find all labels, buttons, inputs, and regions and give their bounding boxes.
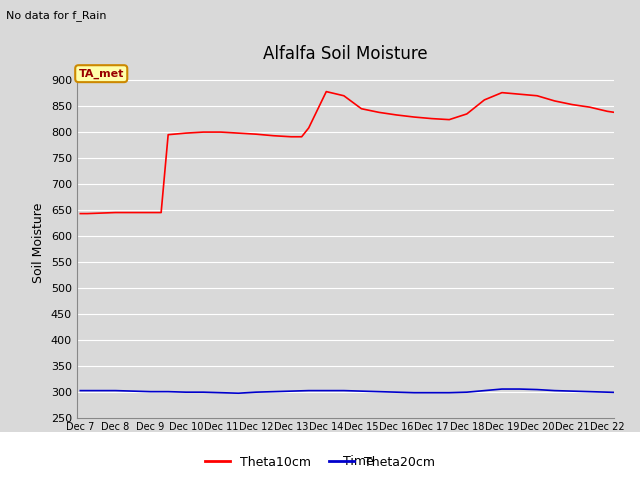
Theta20cm xyxy=(217,390,225,396)
Theta10cm xyxy=(445,117,453,122)
Theta10cm xyxy=(375,109,383,115)
Theta10cm xyxy=(217,129,225,135)
Theta20cm xyxy=(129,388,137,394)
Theta10cm xyxy=(269,133,277,139)
Theta20cm xyxy=(410,390,418,396)
Theta20cm xyxy=(164,389,172,395)
Theta10cm xyxy=(551,98,559,104)
Theta20cm xyxy=(76,388,84,394)
Theta10cm xyxy=(498,90,506,96)
Theta10cm xyxy=(586,104,594,110)
Theta10cm xyxy=(481,97,488,103)
Theta20cm xyxy=(445,390,453,396)
Theta20cm xyxy=(551,388,559,394)
Theta10cm xyxy=(621,111,628,117)
Theta20cm xyxy=(287,388,295,394)
Theta10cm xyxy=(340,93,348,98)
Y-axis label: Soil Moisture: Soil Moisture xyxy=(32,202,45,283)
Theta20cm xyxy=(235,390,243,396)
Theta20cm xyxy=(182,389,189,395)
Theta20cm xyxy=(604,389,611,395)
Theta10cm xyxy=(287,134,295,140)
Theta10cm xyxy=(252,132,260,137)
Text: TA_met: TA_met xyxy=(79,69,124,79)
Theta20cm xyxy=(252,389,260,395)
Theta20cm xyxy=(639,390,640,396)
Theta10cm xyxy=(129,210,137,216)
Theta10cm xyxy=(76,211,84,216)
Theta10cm xyxy=(157,210,165,216)
Theta10cm xyxy=(568,102,576,108)
Line: Theta20cm: Theta20cm xyxy=(80,389,640,395)
Theta10cm xyxy=(111,210,119,216)
Theta10cm xyxy=(298,134,305,140)
Title: Alfalfa Soil Moisture: Alfalfa Soil Moisture xyxy=(263,45,428,63)
Theta10cm xyxy=(463,111,470,117)
Theta10cm xyxy=(83,211,91,216)
Theta10cm xyxy=(516,91,524,97)
Theta20cm xyxy=(463,389,470,395)
Theta10cm xyxy=(428,116,436,121)
Text: No data for f_Rain: No data for f_Rain xyxy=(6,10,107,21)
Theta20cm xyxy=(568,388,576,394)
Theta10cm xyxy=(358,106,365,112)
Theta10cm xyxy=(639,114,640,120)
Theta10cm xyxy=(182,130,189,136)
Theta20cm xyxy=(533,387,541,393)
Theta20cm xyxy=(94,388,102,394)
Legend: Theta10cm, Theta20cm: Theta10cm, Theta20cm xyxy=(200,451,440,474)
Theta20cm xyxy=(428,390,436,396)
Theta20cm xyxy=(586,389,594,395)
Theta20cm xyxy=(323,388,330,394)
Theta20cm xyxy=(340,388,348,394)
Theta10cm xyxy=(323,89,330,95)
Theta10cm xyxy=(164,132,172,138)
Text: Time: Time xyxy=(343,455,374,468)
Theta20cm xyxy=(305,388,312,394)
Theta20cm xyxy=(111,388,119,394)
Theta20cm xyxy=(269,389,277,395)
Theta20cm xyxy=(393,389,401,395)
Theta20cm xyxy=(481,388,488,394)
Theta20cm xyxy=(147,389,154,395)
Theta20cm xyxy=(375,389,383,395)
Theta10cm xyxy=(200,129,207,135)
Theta20cm xyxy=(200,389,207,395)
Theta10cm xyxy=(604,108,611,114)
Theta10cm xyxy=(393,112,401,118)
Theta10cm xyxy=(147,210,154,216)
Theta20cm xyxy=(516,386,524,392)
Line: Theta10cm: Theta10cm xyxy=(80,92,640,214)
Theta20cm xyxy=(621,390,628,396)
Theta20cm xyxy=(498,386,506,392)
Theta10cm xyxy=(410,114,418,120)
Theta10cm xyxy=(305,125,312,131)
Theta20cm xyxy=(358,388,365,394)
Theta10cm xyxy=(533,93,541,98)
Theta10cm xyxy=(235,130,243,136)
